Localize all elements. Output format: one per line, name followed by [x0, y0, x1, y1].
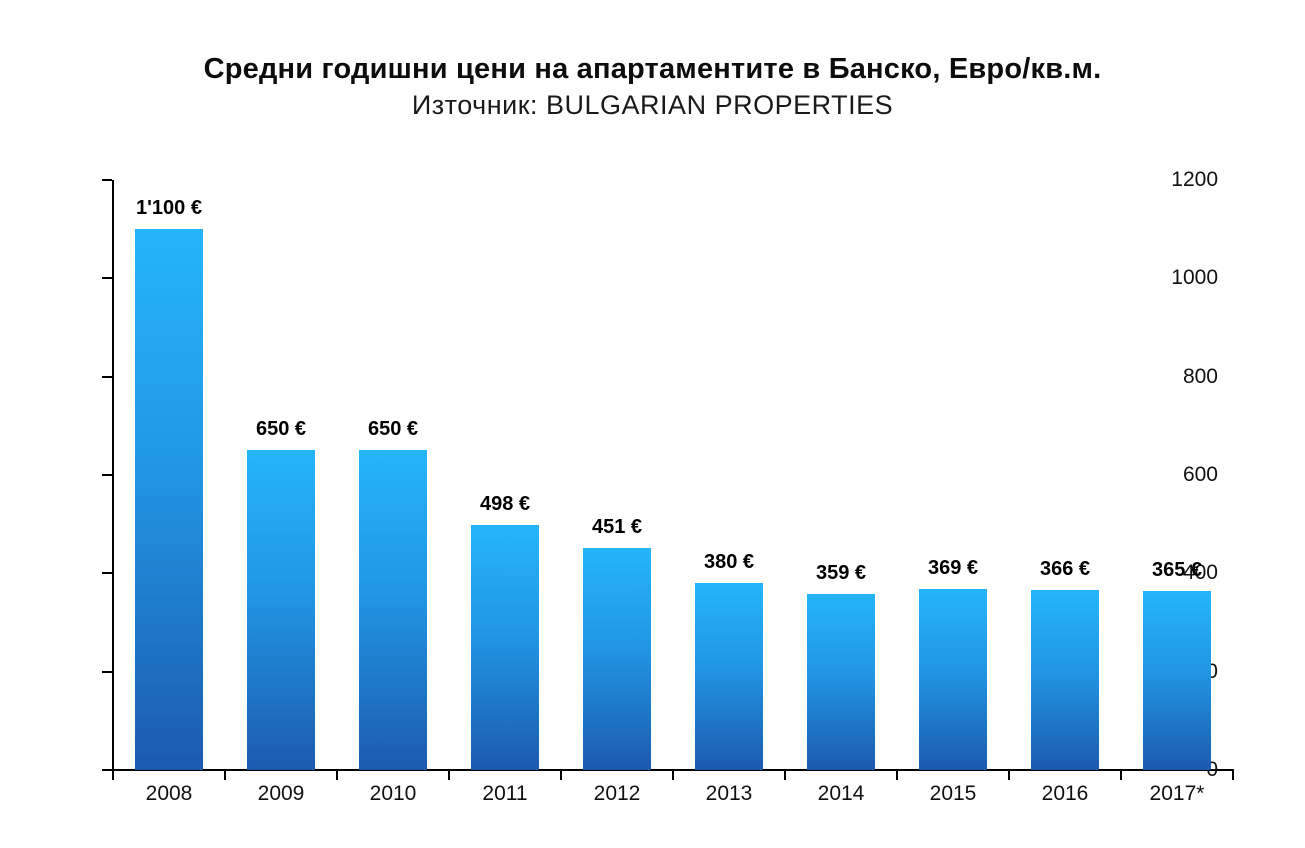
bar-2014: 359 €	[807, 562, 875, 770]
bar-value-label: 366 €	[1039, 558, 1091, 581]
y-tick-label: 0	[1206, 758, 1218, 781]
bar-value-label: 1'100 €	[136, 197, 202, 220]
bar-fill	[807, 593, 875, 770]
bar-2011: 498 €	[471, 493, 539, 770]
bar-fill	[1031, 590, 1099, 770]
x-tick-mark	[112, 771, 114, 780]
x-tick-mark	[224, 771, 226, 780]
y-tick-mark	[102, 474, 112, 476]
x-axis-label-2010: 2010	[369, 782, 417, 805]
y-tick-mark	[102, 179, 112, 181]
x-axis-label-2012: 2012	[593, 782, 641, 805]
x-axis-label-2011: 2011	[482, 782, 528, 805]
x-axis-label-2015: 2015	[929, 782, 977, 805]
x-tick-mark	[672, 771, 674, 780]
y-tick-mark	[102, 572, 112, 575]
y-tick-label: 400	[1182, 561, 1218, 585]
x-axis-label-2009: 2009	[257, 782, 305, 805]
bar-fill	[583, 548, 651, 770]
y-tick-mark	[102, 670, 112, 673]
y-tick-mark	[102, 277, 112, 280]
bar-2013: 380 €	[695, 551, 763, 770]
chart-subtitle: Източник: BULGARIAN PROPERTIES	[411, 90, 894, 120]
y-tick-label: 1000	[1171, 266, 1218, 290]
bar-2016: 366 €	[1031, 558, 1099, 770]
bar-value-label: 369 €	[927, 556, 979, 579]
y-tick-mark	[102, 375, 112, 378]
x-axis	[112, 769, 1234, 771]
x-axis-label-2013: 2013	[705, 782, 753, 805]
bar-value-label: 650 €	[367, 418, 419, 441]
bar-2008: 1'100 €	[135, 197, 203, 770]
bar-value-label: 451 €	[591, 516, 643, 539]
y-tick-label: 800	[1182, 364, 1218, 388]
x-axis-label-2014: 2014	[817, 782, 865, 805]
bar-fill	[471, 525, 539, 770]
chart-title: Средни годишни цени на апартаментите в Б…	[203, 53, 1102, 85]
y-axis	[112, 180, 114, 770]
bar-fill	[695, 583, 763, 770]
bar-value-label: 650 €	[255, 418, 307, 441]
plot-area: 020040060080010001200 1'100 €650 €650 €4…	[102, 168, 1234, 805]
bar-2012: 451 €	[583, 516, 651, 770]
bar-fill	[247, 450, 315, 770]
x-tick-mark	[896, 771, 898, 780]
y-tick-mark	[102, 769, 112, 771]
x-tick-mark	[1120, 771, 1122, 780]
bar-fill	[135, 229, 203, 770]
bar-2015: 369 €	[919, 557, 987, 770]
y-tick-label: 600	[1182, 463, 1218, 486]
bar-value-label: 359 €	[815, 561, 867, 584]
y-tick-label: 1200	[1171, 168, 1218, 191]
bar-fill	[919, 588, 987, 770]
bar-value-label: 380 €	[703, 551, 755, 574]
x-axis-label-2017*: 2017*	[1149, 782, 1205, 805]
x-tick-mark	[560, 771, 562, 780]
bar-2010: 650 €	[359, 418, 427, 770]
bar-fill	[1143, 590, 1211, 770]
x-tick-mark	[1008, 771, 1010, 780]
bar-value-label: 365 €	[1151, 558, 1203, 581]
x-axis-label-2016: 2016	[1041, 782, 1089, 805]
bar-fill	[359, 450, 427, 770]
bar-2009: 650 €	[247, 418, 315, 770]
bar-value-label: 498 €	[479, 493, 531, 516]
bar-2017*: 365 €	[1143, 559, 1211, 770]
x-tick-mark	[336, 771, 338, 780]
x-tick-mark	[448, 771, 450, 780]
x-tick-mark	[784, 771, 786, 780]
chart-header: Средни годишни цени на апартаментите в Б…	[0, 50, 1305, 122]
x-axis-label-2008: 2008	[145, 782, 193, 805]
x-tick-mark	[1232, 771, 1234, 780]
